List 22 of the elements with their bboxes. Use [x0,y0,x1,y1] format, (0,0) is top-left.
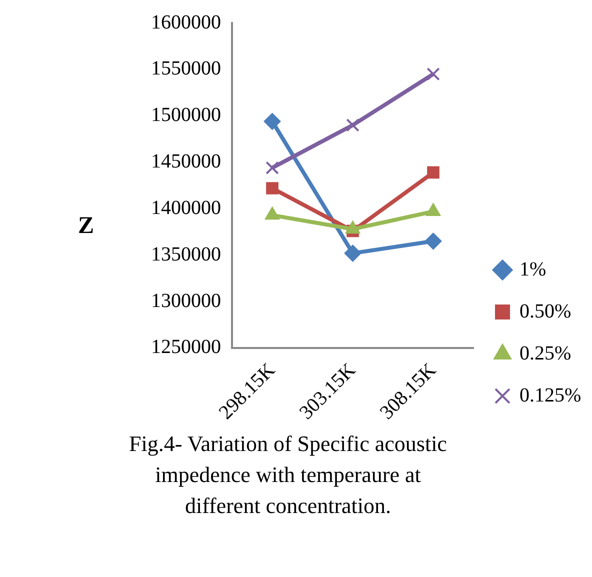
legend-label: 0.25% [520,342,572,364]
y-axis-title: Z [78,213,94,240]
y-tick-label: 1550000 [151,58,221,80]
y-tick-label: 1500000 [151,104,221,126]
point [427,166,440,179]
point [426,67,440,81]
y-tick-label: 1600000 [151,11,221,34]
legend-label: 1% [520,258,546,280]
y-tick-label: 1400000 [151,196,221,219]
point [344,244,362,262]
y-tick-label: 1450000 [151,150,221,173]
legend-label: 0.50% [520,300,572,322]
point [346,118,360,132]
point [266,161,279,174]
y-tick-label: 1250000 [151,336,221,358]
point [266,182,278,194]
point [264,112,281,130]
text: Fig.4- Variation of Specific acoustic impedence with temperaure at different concentration. [128,430,448,520]
point [424,232,442,250]
y-tick-label: 1300000 [151,290,221,312]
legend-label: 0.125% [520,384,582,406]
y-tick-label: 1350000 [151,243,221,266]
